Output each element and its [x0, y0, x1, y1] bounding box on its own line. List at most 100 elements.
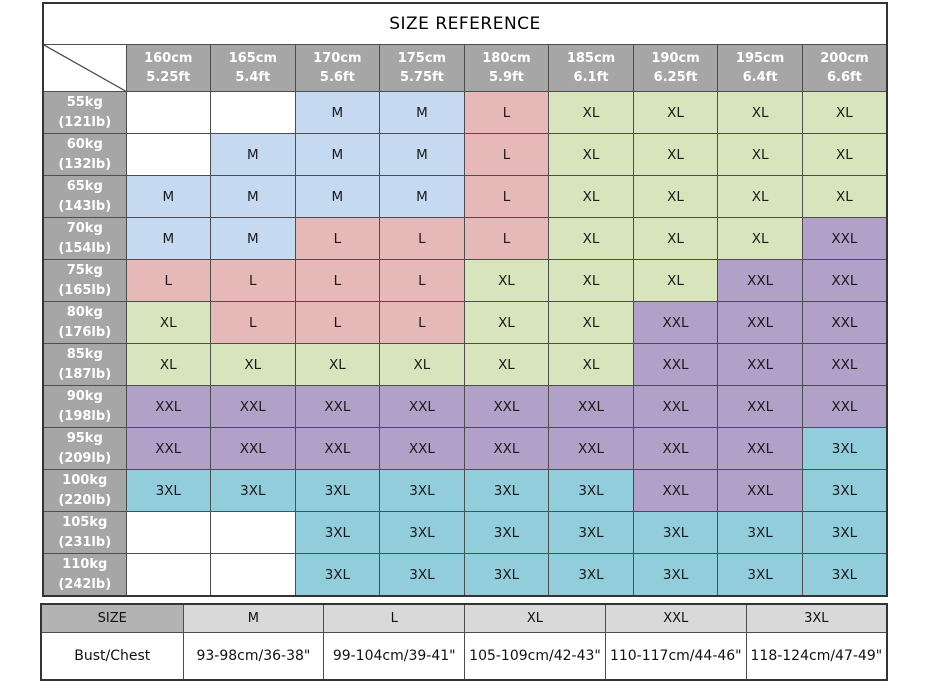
weight-header-100kg: 100kg (220lb)	[42, 469, 127, 512]
size-cell-m: M	[379, 91, 465, 134]
weight-row-55kg: 55kg (121lb) M M L XL XL XL XL	[42, 91, 888, 134]
size-cell-l: L	[294, 259, 381, 302]
size-cell-3xl: 3XL	[801, 427, 888, 470]
size-cell-xl: XL	[801, 133, 888, 176]
size-cell-3xl: 3XL	[548, 511, 634, 554]
size-cell-xl: XL	[632, 259, 719, 302]
size-cell-xxl: XXL	[294, 385, 381, 428]
size-cell-3xl: 3XL	[379, 469, 465, 512]
size-cell-m: M	[379, 133, 465, 176]
weight-row-100kg: 100kg (220lb) 3XL 3XL 3XL 3XL 3XL 3XL XXL XXL 3XL	[42, 469, 888, 512]
size-summary-table: SIZE M L XL XXL 3XL Bust/Chest 93-98cm/36-38…	[40, 603, 888, 681]
page-title: SIZE REFERENCE	[42, 2, 888, 45]
size-cell-xxl: XXL	[294, 427, 381, 470]
size-cell-3xl: 3XL	[379, 511, 465, 554]
bust-chest-value-m: 93-98cm/36-38"	[182, 632, 325, 681]
weight-header-90kg: 90kg (198lb)	[42, 385, 127, 428]
size-cell-xl: XL	[379, 343, 465, 386]
size-cell-xxl: XXL	[717, 427, 803, 470]
size-cell-xl: XL	[717, 175, 803, 218]
size-cell-3xl: 3XL	[294, 553, 381, 597]
size-cell-empty	[125, 91, 212, 134]
bust-chest-row: Bust/Chest 93-98cm/36-38" 99-104cm/39-41"…	[40, 632, 888, 681]
size-cell-xxl: XXL	[210, 385, 296, 428]
size-cell-l: L	[463, 133, 550, 176]
height-header-row: 160cm 5.25ft 165cm 5.4ft 170cm 5.6ft 175cm 5.75…	[42, 44, 888, 92]
size-cell-xl: XL	[548, 343, 634, 386]
size-cell-xxl: XXL	[801, 259, 888, 302]
size-cell-3xl: 3XL	[379, 553, 465, 597]
size-cell-3xl: 3XL	[717, 553, 803, 597]
size-cell-xxl: XXL	[125, 385, 212, 428]
weight-header-95kg: 95kg (209lb)	[42, 427, 127, 470]
summary-size-header-m: M	[182, 603, 325, 633]
size-cell-3xl: 3XL	[801, 511, 888, 554]
size-cell-3xl: 3XL	[463, 469, 550, 512]
size-cell-l: L	[463, 175, 550, 218]
size-cell-xl: XL	[801, 91, 888, 134]
size-cell-3xl: 3XL	[463, 553, 550, 597]
size-cell-xl: XL	[632, 91, 719, 134]
size-cell-xl: XL	[548, 175, 634, 218]
size-cell-xxl: XXL	[632, 427, 719, 470]
size-cell-3xl: 3XL	[632, 553, 719, 597]
size-reference-table: SIZE REFERENCE 160cm 5.25ft 165cm 5.4ft 170c…	[42, 2, 888, 597]
size-cell-xl: XL	[125, 301, 212, 344]
size-cell-xxl: XXL	[548, 427, 634, 470]
size-cell-xxl: XXL	[125, 427, 212, 470]
size-cell-3xl: 3XL	[801, 553, 888, 597]
size-cell-xl: XL	[548, 259, 634, 302]
title-row: SIZE REFERENCE	[42, 2, 888, 45]
size-cell-l: L	[294, 301, 381, 344]
weight-row-95kg: 95kg (209lb) XXL XXL XXL XXL XXL XXL XXL XXL 3XL	[42, 427, 888, 470]
summary-size-header-xl: XL	[464, 603, 606, 633]
size-cell-m: M	[210, 175, 296, 218]
size-cell-3xl: 3XL	[548, 469, 634, 512]
size-cell-empty	[210, 91, 296, 134]
size-cell-3xl: 3XL	[210, 469, 296, 512]
height-header-160cm: 160cm 5.25ft	[125, 44, 212, 92]
weight-header-75kg: 75kg (165lb)	[42, 259, 127, 302]
size-cell-xxl: XXL	[632, 301, 719, 344]
size-cell-xl: XL	[548, 91, 634, 134]
size-cell-xxl: XXL	[717, 385, 803, 428]
size-cell-xl: XL	[717, 217, 803, 260]
size-cell-m: M	[294, 133, 381, 176]
diagonal-line-icon	[44, 45, 126, 91]
bust-chest-value-3xl: 118-124cm/47-49"	[745, 632, 888, 681]
size-cell-3xl: 3XL	[632, 511, 719, 554]
size-cell-xxl: XXL	[210, 427, 296, 470]
size-cell-xl: XL	[548, 133, 634, 176]
size-cell-empty	[210, 553, 296, 597]
height-header-195cm: 195cm 6.4ft	[717, 44, 803, 92]
size-cell-l: L	[379, 301, 465, 344]
height-header-170cm: 170cm 5.6ft	[294, 44, 381, 92]
weight-header-110kg: 110kg (242lb)	[42, 553, 127, 597]
bust-chest-value-l: 99-104cm/39-41"	[323, 632, 466, 681]
weight-row-105kg: 105kg (231lb) 3XL 3XL 3XL 3XL 3XL 3XL 3XL	[42, 511, 888, 554]
size-cell-xl: XL	[294, 343, 381, 386]
height-header-165cm: 165cm 5.4ft	[210, 44, 296, 92]
size-cell-l: L	[210, 259, 296, 302]
summary-header-row: SIZE M L XL XXL 3XL	[40, 603, 888, 633]
height-header-190cm: 190cm 6.25ft	[632, 44, 719, 92]
size-cell-xl: XL	[125, 343, 212, 386]
weight-row-110kg: 110kg (242lb) 3XL 3XL 3XL 3XL 3XL 3XL 3XL	[42, 553, 888, 597]
height-header-180cm: 180cm 5.9ft	[463, 44, 550, 92]
size-cell-l: L	[379, 259, 465, 302]
size-cell-xxl: XXL	[801, 385, 888, 428]
size-cell-3xl: 3XL	[294, 511, 381, 554]
weight-row-70kg: 70kg (154lb) M M L L L XL XL XL XXL	[42, 217, 888, 260]
weight-row-65kg: 65kg (143lb) M M M M L XL XL XL XL	[42, 175, 888, 218]
size-cell-l: L	[463, 217, 550, 260]
size-cell-xxl: XXL	[632, 343, 719, 386]
size-cell-empty	[125, 133, 212, 176]
size-cell-xl: XL	[717, 91, 803, 134]
size-cell-xxl: XXL	[379, 427, 465, 470]
size-cell-xl: XL	[210, 343, 296, 386]
size-cell-xxl: XXL	[632, 469, 719, 512]
size-cell-empty	[125, 511, 212, 554]
size-cell-m: M	[210, 217, 296, 260]
size-cell-xl: XL	[463, 259, 550, 302]
size-cell-xxl: XXL	[548, 385, 634, 428]
